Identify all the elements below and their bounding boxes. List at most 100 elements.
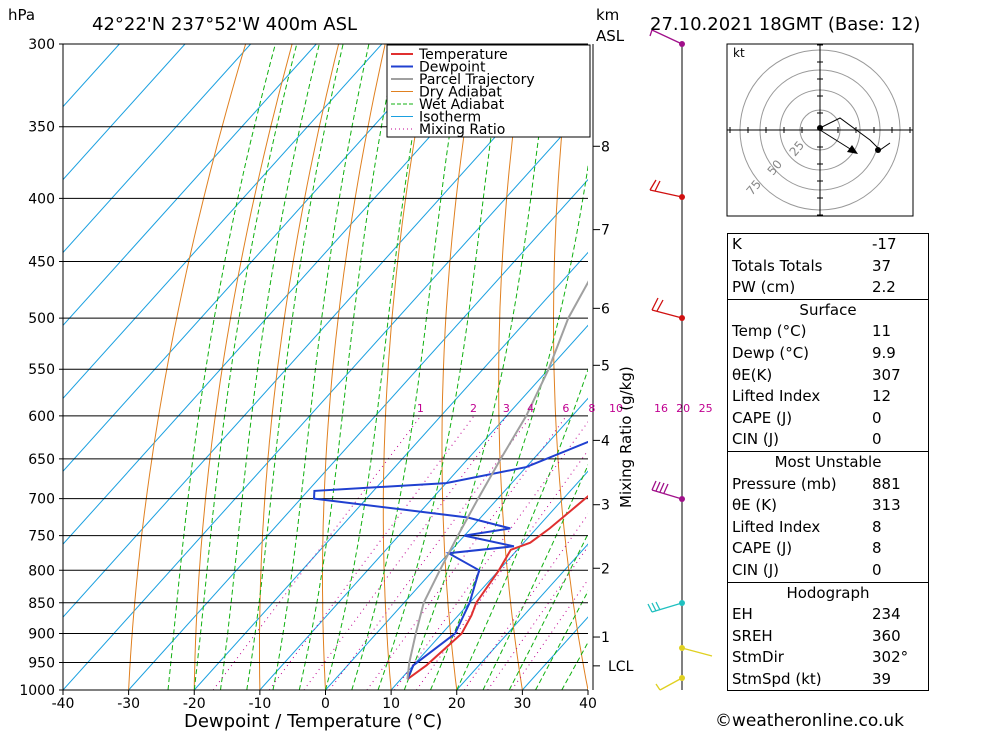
mixing-ratio-label: 6 [562,402,569,415]
km-unit: km [596,6,619,24]
legend: Temperature Dewpoint Parcel Trajectory D… [386,44,591,138]
stat-key: Lifted Index [732,387,821,406]
wind-level-dot [679,496,685,502]
mixing-ratio-label: 20 [676,402,690,415]
stat-value: 37 [872,256,892,275]
pressure-tick-label: 500 [28,311,55,327]
pressure-tick-label: 800 [28,563,55,579]
temp-tick-label: 20 [448,696,466,712]
stat-value: 8 [872,517,882,536]
isotherm-line [63,44,580,618]
stat-value: -17 [872,235,897,253]
isotherm-line [63,44,252,254]
legend-item-dry-adiabat: Dry Adiabat [419,85,502,101]
stats-most-unstable: Most Unstable Pressure (mb) 881 θE (K) 313… [728,450,928,582]
stat-key: Pressure (mb) [732,474,837,493]
stat-row: Dewp (°C) 9.9 [728,343,928,365]
legend-item-dewpoint: Dewpoint [419,60,486,76]
km-tick-label: 2 [601,561,610,577]
temp-tick-label: 0 [321,696,330,712]
stat-value: 307 [872,365,901,384]
asl-unit: ASL [596,27,625,45]
parcel-trajectory-line [406,280,588,680]
temp-tick-label: 10 [382,696,400,712]
section-heading: Most Unstable [774,452,882,471]
wind-level-dot [679,600,685,606]
mixing-ratio-label: 3 [503,402,510,415]
wet-adiabat-line [482,464,588,690]
isotherm-line [390,470,588,690]
mixing-ratio-label: 10 [609,402,623,415]
dry-adiabat-line [128,44,247,690]
temp-tick-label: -30 [117,696,140,712]
wind-barb-850 [647,601,683,613]
mixing-ratio-line [329,415,532,690]
mixing-ratio-label: 4 [527,402,534,415]
isotherm-line [63,44,317,327]
dry-adiabat-line [944,44,1000,690]
stat-key: θE(K) [732,365,773,384]
stat-value: 234 [872,605,901,624]
storm-motion-arrow-icon [847,145,858,154]
stat-key: Totals Totals [732,256,823,275]
stat-key: Dewp (°C) [732,343,810,362]
temp-tick-label: 30 [513,696,531,712]
copyright-footer: ©weatheronline.co.uk [715,711,905,731]
isotherm-line [63,44,448,472]
mixing-ratio-line [366,415,567,690]
km-tick-label: 4 [601,433,610,449]
stat-row: Lifted Index 8 [728,517,928,539]
stat-row: K -17 [728,234,928,256]
wet-adiabat-line [430,163,588,690]
temp-tick-label: -40 [52,696,75,712]
stat-value: 313 [872,496,901,515]
stat-key: StmSpd (kt) [732,669,822,688]
mixing-ratio-line [511,578,588,690]
hodograph-trace [819,117,891,151]
mixing-ratio-label: 1 [417,402,424,415]
km-tick-label: 5 [601,358,610,374]
stat-key: PW (cm) [732,278,796,297]
mixing-ratio-line [487,545,588,690]
stat-row: EH 234 [728,604,928,626]
location-title: 42°22'N 237°52'W 400m ASL [92,14,357,35]
isotherm-line [63,44,120,108]
stat-row: StmDir 302° [728,647,928,669]
stats-indices: K -17 Totals Totals 37 PW (cm) 2.2 [728,234,928,299]
wind-barb-700 [651,480,683,500]
km-tick-label: 8 [601,139,610,155]
stat-key: θE (K) [732,496,777,515]
dry-adiabat-line [658,44,719,690]
section-heading: Hodograph [786,583,870,602]
stat-key: SREH [732,626,773,645]
wet-adiabat-line [508,532,588,690]
stat-key: CIN (J) [732,430,780,449]
stat-row: CIN (J) 0 [728,560,928,582]
wind-barb-925 [681,647,713,657]
wind-level-dot [679,315,685,321]
stat-key: EH [732,605,753,624]
stat-value: 9.9 [872,343,896,362]
pressure-tick-label: 650 [28,452,55,468]
stat-value: 0 [872,430,882,449]
km-tick-label: LCL [608,659,634,675]
pressure-tick-label: 300 [28,37,55,53]
stat-row: θE(K) 307 [728,365,928,387]
stat-key: Lifted Index [732,517,821,536]
stat-value: 11 [872,322,892,341]
stat-value: 360 [872,626,901,645]
dry-adiabat-line [990,44,1000,690]
pressure-tick-label: 900 [28,626,55,642]
stat-row: CAPE (J) 0 [728,408,928,430]
mixing-ratio-label: 25 [699,402,713,415]
pressure-tick-label: 450 [28,255,55,271]
stats-surface: Surface Temp (°C) 11 Dewp (°C) 9.9 θE(K) 30… [728,298,928,451]
pressure-tick-label: 950 [28,655,55,671]
stat-row: Lifted Index 12 [728,386,928,408]
dry-adiabat-line [382,44,433,690]
pressure-tick-label: 550 [28,362,55,378]
section-heading: Surface [799,300,857,319]
mixing-ratio-label: 2 [470,402,477,415]
pressure-tick-label: 1000 [19,683,55,699]
